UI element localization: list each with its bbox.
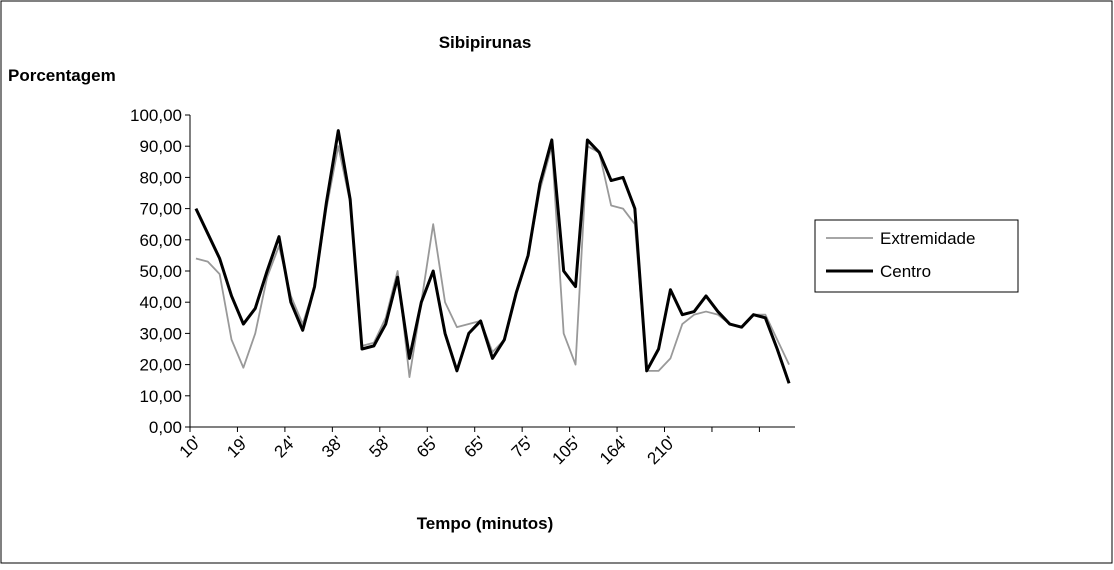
legend-label: Centro xyxy=(880,262,931,281)
y-tick-label: 10,00 xyxy=(139,387,182,406)
y-tick-label: 60,00 xyxy=(139,231,182,250)
y-tick-label: 90,00 xyxy=(139,137,182,156)
chart-title: Sibipirunas xyxy=(439,33,532,52)
series-line xyxy=(195,145,790,378)
legend-box xyxy=(814,219,1019,293)
y-tick-label: 0,00 xyxy=(149,418,182,437)
y-tick-label: 80,00 xyxy=(139,168,182,187)
y-tick-label: 30,00 xyxy=(139,324,182,343)
x-axis-title: Tempo (minutos) xyxy=(417,514,554,533)
y-tick-label: 100,00 xyxy=(130,106,182,125)
y-tick-label: 40,00 xyxy=(139,293,182,312)
y-tick-label: 70,00 xyxy=(139,200,182,219)
legend-label: Extremidade xyxy=(880,229,975,248)
y-tick-label: 50,00 xyxy=(139,262,182,281)
y-axis-title: Porcentagem xyxy=(8,66,116,85)
series-line xyxy=(194,129,791,384)
y-tick-label: 20,00 xyxy=(139,356,182,375)
